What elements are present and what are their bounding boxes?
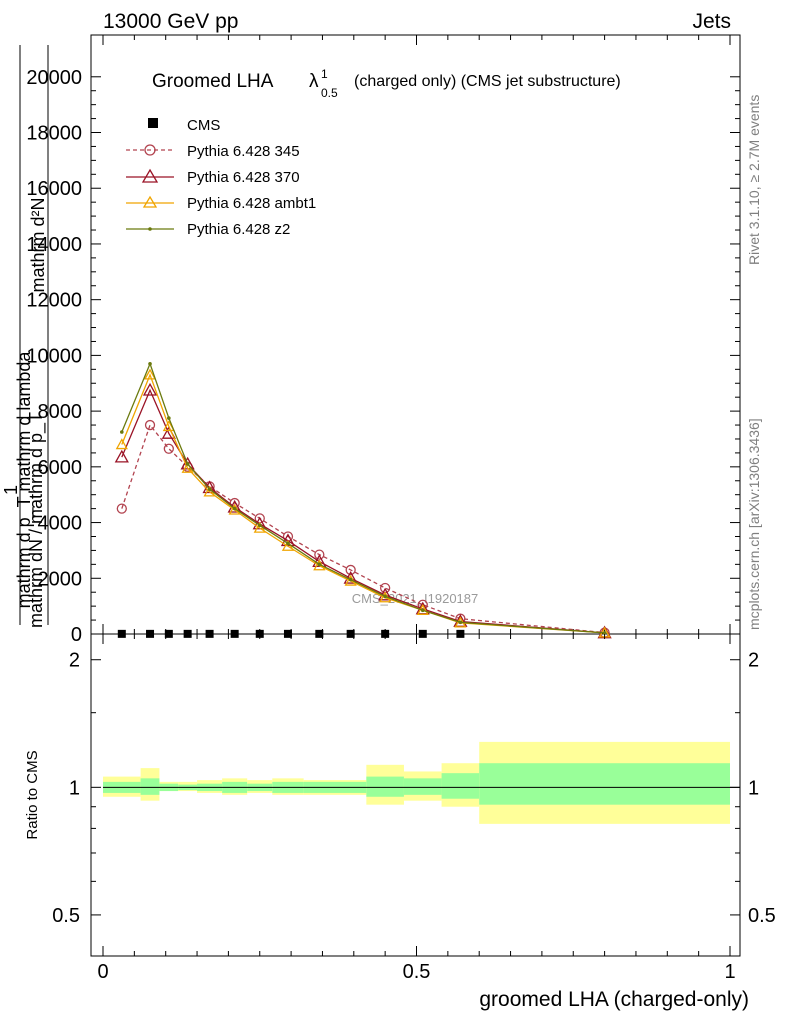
main-ytick-label: 18000 (26, 123, 82, 145)
legend-marker-cms (148, 118, 158, 128)
title-sub: 0.5 (321, 86, 338, 100)
main-ytick-label: 6000 (38, 457, 83, 479)
data-point-p345 (314, 549, 325, 560)
data-point-p345 (345, 564, 356, 576)
data-point-p370 (114, 449, 129, 463)
data-point-z2 (167, 416, 171, 420)
ratio-axes: 0.5 0.5 1 1 2 2 0 0.5 1 (52, 634, 776, 983)
main-ytick-label: 10000 (26, 345, 82, 367)
x-axis-label: groomed LHA (charged-only) (479, 988, 749, 1011)
ratio-band-inner (366, 776, 404, 797)
data-point-cms (315, 629, 324, 638)
title-rest: (charged only) (CMS jet substructure) (354, 73, 621, 90)
ratio-ylabel: Ratio to CMS (24, 750, 41, 839)
ratio-ytick-label-left: 2 (69, 650, 80, 672)
ratio-xtick-label: 1 (724, 961, 735, 983)
data-point-ambt1 (115, 438, 128, 450)
ratio-ytick-label-right: 2 (748, 650, 759, 672)
data-point-cms (283, 629, 292, 638)
ratio-band-inner (441, 773, 480, 799)
data-point-p345 (144, 419, 156, 431)
ylabel-left-bottom: mathrm dN / mathrm d p_T (26, 412, 47, 628)
legend-label-cms: CMS (187, 117, 220, 134)
title-main: Groomed LHA (152, 71, 274, 92)
legend-marker-z2 (148, 227, 152, 231)
data-point-cms (117, 629, 126, 638)
y-axis-label: mathrm d²N mathrm d p_T mathrm d lambda … (1, 45, 49, 628)
legend-marker-ambt1 (142, 195, 158, 208)
data-point-ambt1 (143, 368, 157, 380)
data-point-z2 (148, 361, 152, 366)
title-sup: 1 (321, 67, 328, 81)
data-point-cms (146, 629, 155, 638)
main-ytick-label: 0 (71, 624, 82, 646)
legend-marker-p345 (144, 144, 156, 156)
ratio-xtick-label: 0 (97, 961, 108, 983)
plot-title: Groomed LHA λ 1 0.5 (charged only) (CMS … (152, 67, 621, 100)
main-ytick-label: 14000 (26, 234, 82, 256)
data-point-z2 (232, 506, 237, 511)
ratio-ytick-label-left: 1 (69, 777, 80, 799)
data-point-z2 (317, 562, 322, 567)
ratio-band-inner (140, 778, 160, 795)
header-energy: 13000 GeV pp (103, 10, 238, 33)
analysis-watermark: CMS_2021_I1920187 (352, 591, 479, 606)
data-point-cms (381, 629, 390, 638)
data-point-z2 (120, 430, 124, 434)
data-point-cms (418, 629, 427, 638)
data-point-z2 (602, 631, 607, 635)
main-ytick-label: 12000 (26, 290, 82, 312)
legend-label-ambt1: Pythia 6.428 ambt1 (187, 195, 316, 212)
data-point-cms (255, 629, 264, 638)
data-point-z2 (185, 462, 190, 466)
data-point-z2 (348, 577, 353, 582)
main-axes: 0 2000 4000 6000 8000 10000 12000 14000 16000 180… (26, 35, 740, 646)
data-point-z2 (458, 620, 463, 625)
mcplots-label: mcplots.cern.ch [arXiv:1306.3436] (746, 418, 762, 630)
data-point-z2 (286, 541, 290, 546)
ylabel-left-top: 1 (1, 485, 21, 495)
main-ytick-label: 2000 (38, 568, 83, 590)
legend: CMS Pythia 6.428 345 Pythia 6.428 370 Py… (126, 117, 316, 238)
legend-label-p370: Pythia 6.428 370 (187, 169, 300, 186)
data-point-cms (346, 629, 355, 638)
legend-label-p345: Pythia 6.428 345 (187, 143, 300, 160)
ratio-ytick-label-right: 1 (748, 777, 759, 799)
series-line-z2 (121, 361, 605, 634)
ratio-bands (103, 741, 740, 824)
ratio-band-inner (403, 778, 442, 795)
ratio-ytick-label-left: 0.5 (52, 905, 80, 927)
header-category: Jets (692, 10, 731, 33)
data-point-z2 (383, 594, 387, 599)
data-point-cms (164, 629, 173, 638)
data-point-cms (456, 629, 465, 638)
ratio-band-inner (479, 763, 730, 805)
data-point-z2 (207, 487, 212, 491)
rivet-label: Rivet 3.1.10, ≥ 2.7M events (746, 95, 762, 265)
ylabel-top: mathrm d²N (28, 197, 48, 292)
data-point-p345 (116, 503, 127, 514)
ylabel-mid: mathrm d p_T mathrm d lambda (14, 351, 35, 609)
ratio-panel-frame (90, 633, 741, 957)
data-point-ambt1 (162, 420, 175, 432)
data-point-z2 (420, 608, 425, 613)
main-series (114, 361, 612, 639)
ratio-ytick-label-right: 0.5 (748, 905, 776, 927)
data-point-cms (183, 629, 192, 638)
ratio-xtick-label: 0.5 (403, 961, 431, 983)
data-point-p345 (163, 443, 174, 454)
main-ytick-label: 4000 (38, 513, 83, 535)
main-ytick-label: 20000 (26, 67, 82, 89)
title-lambda: λ (309, 71, 319, 92)
legend-marker-p370 (141, 168, 159, 183)
data-point-p370 (142, 382, 158, 396)
data-point-z2 (257, 523, 262, 528)
data-point-cms (205, 629, 214, 638)
data-point-cms (230, 629, 239, 638)
main-ytick-label: 16000 (26, 178, 82, 200)
main-ytick-label: 8000 (38, 401, 83, 423)
legend-label-z2: Pythia 6.428 z2 (187, 221, 290, 238)
